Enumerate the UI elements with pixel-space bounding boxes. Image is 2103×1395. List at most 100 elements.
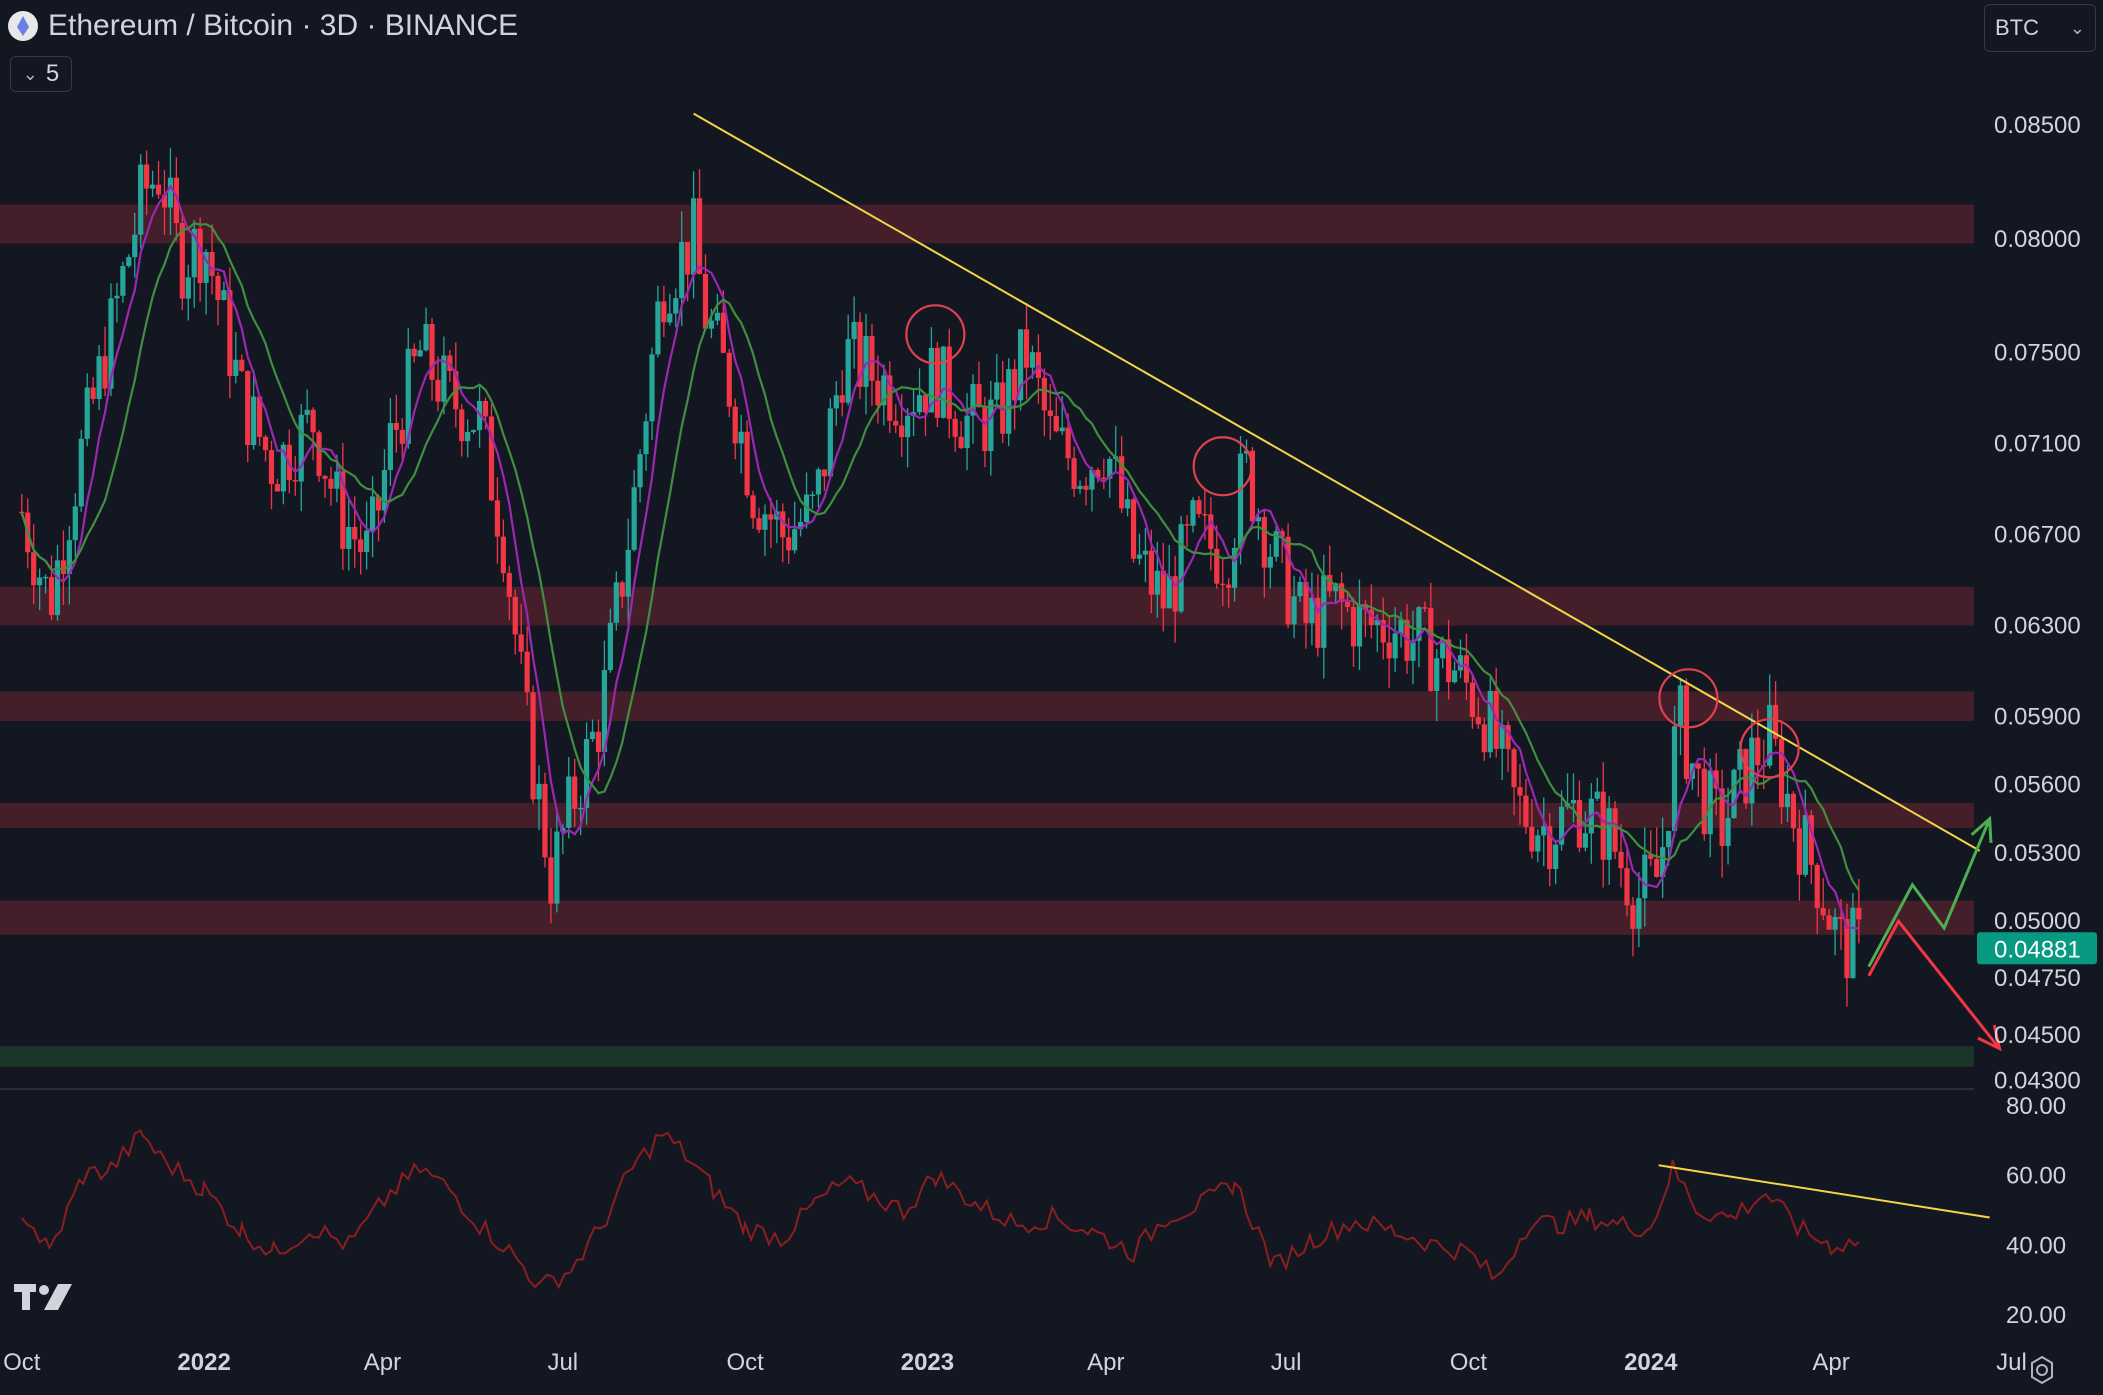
candle-body bbox=[471, 430, 477, 433]
candle-body bbox=[1773, 704, 1779, 739]
candle-body bbox=[1142, 550, 1149, 555]
tradingview-logo[interactable] bbox=[14, 1280, 78, 1314]
y-tick-label: 0.06700 bbox=[1994, 522, 2081, 549]
symbol-title[interactable]: Ethereum / Bitcoin · 3D · BINANCE bbox=[48, 9, 519, 42]
candle-body bbox=[1511, 749, 1517, 788]
candle-body bbox=[167, 177, 174, 208]
candle-body bbox=[970, 383, 976, 416]
candle-body bbox=[976, 383, 982, 408]
candle-body bbox=[595, 731, 602, 752]
candle-body bbox=[1570, 799, 1577, 804]
candle-body bbox=[1784, 793, 1791, 808]
ethereum-icon[interactable] bbox=[8, 11, 38, 41]
candle-body bbox=[1392, 633, 1398, 659]
candle-body bbox=[1172, 576, 1178, 612]
candle-body bbox=[815, 469, 822, 495]
candle-body bbox=[292, 480, 298, 482]
candle-body bbox=[1374, 620, 1380, 626]
candle-body bbox=[233, 359, 239, 377]
y-tick-label: 0.06300 bbox=[1994, 612, 2081, 639]
settings-icon[interactable] bbox=[2026, 1354, 2058, 1386]
candle-body bbox=[1671, 726, 1678, 831]
y-tick-label: 0.04750 bbox=[1994, 965, 2081, 992]
currency-select[interactable]: BTC ⌄ bbox=[1984, 4, 2096, 52]
candle-body bbox=[328, 478, 334, 489]
candle-body bbox=[821, 469, 827, 477]
candle-body bbox=[138, 164, 144, 235]
candle-body bbox=[280, 444, 286, 492]
candle-body bbox=[387, 422, 393, 471]
resistance-zone bbox=[0, 900, 1974, 935]
candle-body bbox=[726, 352, 732, 407]
candle-body bbox=[673, 298, 679, 314]
candle-body bbox=[1529, 826, 1535, 852]
candle-body bbox=[1190, 500, 1196, 526]
candle-body bbox=[1850, 907, 1856, 979]
candle-body bbox=[940, 346, 946, 418]
x-tick-label: Oct bbox=[726, 1349, 764, 1376]
candle-body bbox=[1576, 799, 1583, 848]
candle-body bbox=[1505, 725, 1511, 750]
candle-body bbox=[1226, 584, 1232, 588]
candle-body bbox=[1767, 704, 1773, 766]
candle-body bbox=[1053, 416, 1059, 432]
candle-body bbox=[1160, 570, 1166, 609]
candle-body bbox=[1814, 864, 1820, 909]
support-zone bbox=[0, 1046, 1974, 1067]
candle-body bbox=[185, 277, 191, 299]
candle-body bbox=[875, 380, 881, 406]
candle-body bbox=[441, 355, 447, 402]
candle-body bbox=[1422, 607, 1428, 609]
candle-body bbox=[245, 370, 251, 446]
x-tick-label: Jul bbox=[1271, 1349, 1302, 1376]
candle-body bbox=[887, 375, 893, 421]
candle-body bbox=[1017, 329, 1024, 401]
candle-body bbox=[1309, 597, 1315, 624]
candle-body bbox=[465, 432, 471, 442]
candle-body bbox=[1612, 808, 1618, 852]
candle-body bbox=[625, 549, 631, 597]
candle-body bbox=[1481, 724, 1487, 753]
x-tick-label: Jul bbox=[547, 1349, 578, 1376]
indicators-toggle-button[interactable]: ⌄ 5 bbox=[10, 56, 72, 92]
candle-body bbox=[1642, 854, 1648, 899]
candle-body bbox=[1725, 817, 1731, 846]
candle-body bbox=[1023, 329, 1030, 368]
candle-body bbox=[619, 582, 625, 597]
candle-body bbox=[239, 359, 245, 371]
resistance-zone bbox=[0, 204, 1974, 244]
candle-body bbox=[191, 228, 197, 278]
candle-body bbox=[1428, 607, 1434, 691]
candle-body bbox=[833, 395, 839, 409]
candle-body bbox=[1273, 531, 1279, 557]
candle-body bbox=[1368, 609, 1374, 626]
candle-body bbox=[750, 495, 756, 519]
candle-body bbox=[1606, 808, 1612, 860]
candle-body bbox=[1547, 826, 1553, 870]
candle-body bbox=[429, 323, 435, 380]
indicator-count: 5 bbox=[45, 60, 60, 87]
x-tick-label: Oct bbox=[1450, 1349, 1488, 1376]
circled-high bbox=[1739, 718, 1800, 779]
candle-body bbox=[542, 783, 548, 858]
candle-body bbox=[1029, 352, 1036, 368]
candle-body bbox=[744, 431, 750, 496]
y-tick-label: 0.04300 bbox=[1994, 1067, 2081, 1094]
last-price-badge bbox=[1977, 932, 2097, 965]
candle-body bbox=[809, 494, 816, 497]
candle-body bbox=[905, 415, 911, 438]
candle-body bbox=[102, 356, 108, 389]
x-tick-label: Apr bbox=[1812, 1349, 1849, 1376]
candle-body bbox=[1737, 748, 1743, 770]
candle-body bbox=[690, 198, 697, 275]
candle-body bbox=[1065, 427, 1071, 459]
candle-body bbox=[1237, 453, 1244, 548]
candle-body bbox=[66, 540, 72, 575]
candle-body bbox=[500, 536, 506, 574]
candle-body bbox=[589, 731, 596, 740]
candle-body bbox=[399, 429, 405, 444]
candle-body bbox=[786, 537, 792, 551]
candle-body bbox=[583, 739, 590, 808]
candle-body bbox=[1451, 670, 1458, 683]
